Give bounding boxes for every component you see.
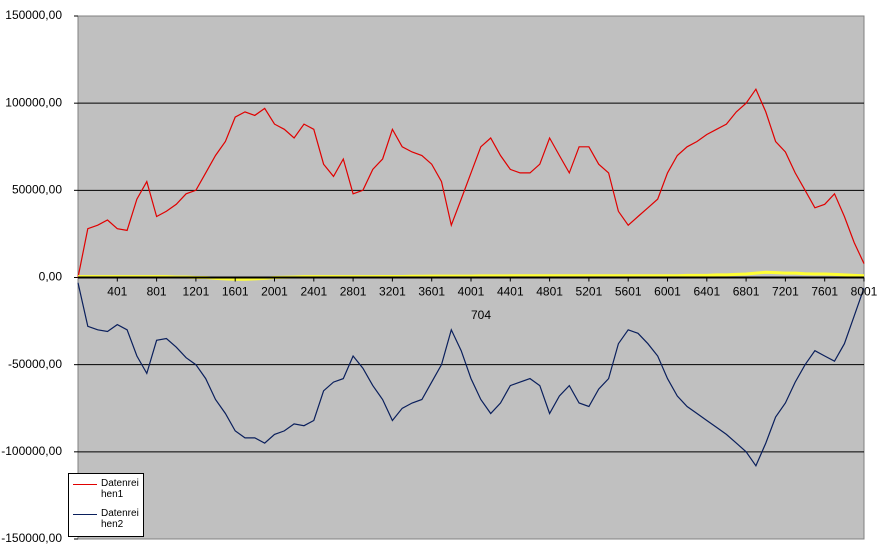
x-tick-label: 7201 <box>772 285 799 299</box>
x-axis-title: 704 <box>471 308 491 322</box>
y-tick-label: 150000,00 <box>5 8 62 22</box>
x-tick-label: 8001 <box>851 285 878 299</box>
x-tick-label: 2801 <box>340 285 367 299</box>
y-tick-label: 0,00 <box>39 270 63 284</box>
legend-item: Datenreihen1 <box>73 478 141 500</box>
x-tick-label: 7601 <box>811 285 838 299</box>
x-tick-label: 1601 <box>222 285 249 299</box>
x-tick-label: 4401 <box>497 285 524 299</box>
x-tick-label: 4001 <box>458 285 485 299</box>
y-tick-label: 50000,00 <box>12 183 62 197</box>
x-tick-label: 1201 <box>183 285 210 299</box>
legend-swatch <box>73 514 97 515</box>
x-tick-label: 3201 <box>379 285 406 299</box>
x-tick-label: 5601 <box>615 285 642 299</box>
y-tick-label: -50000,00 <box>8 357 62 371</box>
x-tick-label: 801 <box>147 285 167 299</box>
x-tick-label: 3601 <box>418 285 445 299</box>
x-tick-label: 6801 <box>733 285 760 299</box>
legend-label: Datenreihen2 <box>101 508 139 530</box>
series-line <box>77 87 865 278</box>
x-tick-label: 5201 <box>576 285 603 299</box>
legend-label: Datenreihen1 <box>101 478 139 500</box>
x-tick-label: 2001 <box>261 285 288 299</box>
y-tick-label: 100000,00 <box>5 95 62 109</box>
x-tick-label: 401 <box>107 285 127 299</box>
legend: Datenreihen1 Datenreihen2 <box>68 473 144 537</box>
x-tick-label: 6401 <box>693 285 720 299</box>
legend-swatch <box>73 484 97 485</box>
y-tick-label: -100000,00 <box>1 444 62 458</box>
y-tick-label: -150000,00 <box>1 531 62 545</box>
x-tick-label: 4801 <box>536 285 563 299</box>
series-line <box>77 282 865 468</box>
x-tick-label: 2401 <box>300 285 327 299</box>
legend-item: Datenreihen2 <box>73 508 141 530</box>
x-tick-label: 6001 <box>654 285 681 299</box>
